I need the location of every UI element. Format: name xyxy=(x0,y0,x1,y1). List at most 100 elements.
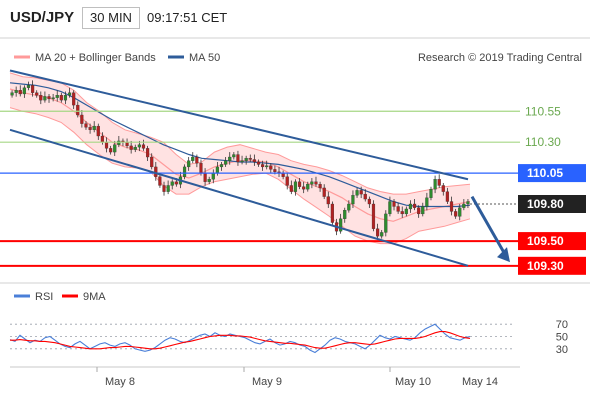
candle-body xyxy=(80,114,84,124)
candle-body xyxy=(35,92,39,96)
candle-body xyxy=(215,166,219,174)
candle-body xyxy=(158,176,162,186)
timeframe-selector[interactable]: 30 MIN xyxy=(82,7,140,29)
candle-body xyxy=(141,144,146,149)
candle-body xyxy=(396,206,400,212)
candle-body xyxy=(207,179,211,182)
x-tick-label: May 9 xyxy=(252,376,282,388)
ma9-legend-label: 9MA xyxy=(83,291,106,303)
candle-body xyxy=(117,140,121,145)
candle-body xyxy=(314,181,318,185)
rsi-legend-label: RSI xyxy=(35,291,53,303)
candle-body xyxy=(441,185,445,192)
candle-body xyxy=(146,148,150,158)
candle-body xyxy=(363,193,367,200)
candle-body xyxy=(219,164,224,168)
candle-body xyxy=(104,142,109,149)
rsi-tick-label: 30 xyxy=(556,344,568,356)
candle-body xyxy=(14,90,18,93)
candle-body xyxy=(462,203,466,208)
candle-body xyxy=(248,158,252,160)
candle-body xyxy=(170,181,174,186)
rsi-tick-label: 70 xyxy=(556,319,568,331)
candle-body xyxy=(404,208,408,215)
candle-body xyxy=(347,203,351,211)
candle-body xyxy=(412,203,417,208)
candle-body xyxy=(388,201,392,215)
candle-body xyxy=(224,160,228,165)
x-tick-label: May 14 xyxy=(462,376,498,388)
candle-body xyxy=(302,186,306,190)
forecast-arrow-shaft xyxy=(470,195,508,257)
candle-body xyxy=(408,203,413,210)
candle-body xyxy=(236,154,240,163)
support-label: 109.50 xyxy=(527,234,564,248)
support-tag xyxy=(518,256,586,275)
candle-body xyxy=(84,123,88,128)
candle-body xyxy=(51,97,55,100)
candle-body xyxy=(376,228,380,237)
candle-body xyxy=(100,135,104,143)
candle-body xyxy=(454,211,458,217)
candle-body xyxy=(211,172,215,180)
candle-body xyxy=(240,160,244,163)
candle-body xyxy=(133,146,137,150)
chart-header: USD/JPY 30 MIN 09:17:51 CET xyxy=(0,0,590,38)
candle-body xyxy=(466,201,470,205)
candle-body xyxy=(92,125,96,130)
candle-body xyxy=(228,156,232,161)
main-plot-area xyxy=(9,72,471,245)
timestamp: 09:17:51 CET xyxy=(147,10,228,25)
x-tick-label: May 10 xyxy=(395,376,431,388)
candle-body xyxy=(289,185,293,192)
candle-body xyxy=(63,95,68,101)
candle-body xyxy=(371,203,376,229)
current-price-label: 109.80 xyxy=(527,197,564,211)
candle-body xyxy=(330,203,334,223)
candle-body xyxy=(195,156,199,164)
candle-body xyxy=(252,159,256,163)
candle-body xyxy=(39,95,43,101)
candle-body xyxy=(437,179,441,186)
candle-body xyxy=(59,95,63,101)
candle-body xyxy=(10,92,14,96)
resistance-label: 110.55 xyxy=(525,104,561,118)
candle-body xyxy=(306,184,310,190)
candle-body xyxy=(269,165,273,170)
candle-body xyxy=(417,207,421,215)
candle-body xyxy=(458,207,462,217)
candle-body xyxy=(55,95,59,98)
candle-body xyxy=(355,190,359,196)
candle-body xyxy=(351,195,355,205)
candle-body xyxy=(199,163,203,174)
candle-body xyxy=(297,181,302,187)
candle-body xyxy=(318,184,322,189)
candle-body xyxy=(322,187,326,197)
candle-body xyxy=(380,232,384,237)
candle-body xyxy=(203,172,207,182)
candle-body xyxy=(129,145,133,150)
candle-body xyxy=(109,148,113,153)
bollinger-upper-line xyxy=(9,72,471,195)
candle-body xyxy=(425,197,429,207)
price-levels: 110.55 110.30 110.05 109.80 109.50 109.30 xyxy=(0,69,586,275)
candle-body xyxy=(293,181,298,192)
candle-body xyxy=(256,161,261,165)
current-price-tag xyxy=(518,195,586,213)
candle-body xyxy=(265,165,269,168)
candle-body xyxy=(113,144,117,153)
pivot-label: 110.05 xyxy=(527,166,563,180)
candle-body xyxy=(429,189,433,198)
rsi-line xyxy=(9,323,471,354)
candle-body xyxy=(445,191,449,202)
candle-body xyxy=(72,92,76,106)
candle-body xyxy=(18,90,22,95)
bollinger-legend-label: MA 20 + Bollinger Bands xyxy=(35,52,156,64)
candle-body xyxy=(261,164,265,168)
channel-lower-line xyxy=(9,128,469,267)
candle-body xyxy=(244,158,248,161)
candle-body xyxy=(433,179,437,190)
candle-body xyxy=(76,104,80,116)
